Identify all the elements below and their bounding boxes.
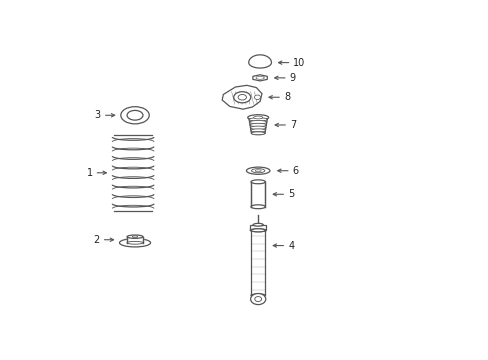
- Ellipse shape: [246, 167, 269, 174]
- Ellipse shape: [127, 235, 142, 238]
- Ellipse shape: [250, 205, 265, 209]
- Ellipse shape: [233, 92, 250, 103]
- Ellipse shape: [119, 239, 150, 247]
- Bar: [127, 237, 142, 243]
- Ellipse shape: [255, 170, 261, 172]
- Ellipse shape: [250, 229, 265, 232]
- Ellipse shape: [127, 242, 142, 244]
- Polygon shape: [252, 75, 267, 81]
- Circle shape: [250, 293, 265, 305]
- Ellipse shape: [253, 116, 262, 119]
- Ellipse shape: [250, 126, 265, 129]
- Text: 4: 4: [287, 240, 294, 251]
- Text: 8: 8: [284, 92, 289, 102]
- Polygon shape: [250, 225, 265, 230]
- Circle shape: [254, 95, 260, 99]
- Ellipse shape: [250, 294, 265, 297]
- Ellipse shape: [251, 168, 264, 173]
- Ellipse shape: [132, 236, 138, 238]
- Text: 1: 1: [86, 168, 92, 178]
- Ellipse shape: [249, 121, 266, 124]
- Ellipse shape: [249, 123, 266, 127]
- Bar: [250, 182, 265, 207]
- Text: 10: 10: [293, 58, 305, 68]
- Polygon shape: [248, 55, 271, 68]
- Ellipse shape: [127, 111, 142, 120]
- Text: 9: 9: [289, 73, 295, 83]
- Ellipse shape: [253, 223, 263, 226]
- Text: 5: 5: [287, 189, 294, 199]
- Polygon shape: [222, 85, 262, 109]
- Ellipse shape: [251, 132, 264, 135]
- Circle shape: [254, 297, 261, 302]
- Ellipse shape: [121, 107, 149, 124]
- Ellipse shape: [247, 115, 268, 120]
- Ellipse shape: [248, 118, 267, 121]
- Text: 7: 7: [289, 120, 296, 130]
- Ellipse shape: [250, 180, 265, 184]
- Ellipse shape: [251, 132, 264, 135]
- Ellipse shape: [238, 94, 246, 100]
- Ellipse shape: [250, 229, 265, 232]
- Text: 3: 3: [95, 110, 101, 120]
- Text: 2: 2: [93, 235, 100, 245]
- Bar: [250, 230, 265, 296]
- Text: 6: 6: [292, 166, 298, 176]
- Ellipse shape: [250, 129, 265, 132]
